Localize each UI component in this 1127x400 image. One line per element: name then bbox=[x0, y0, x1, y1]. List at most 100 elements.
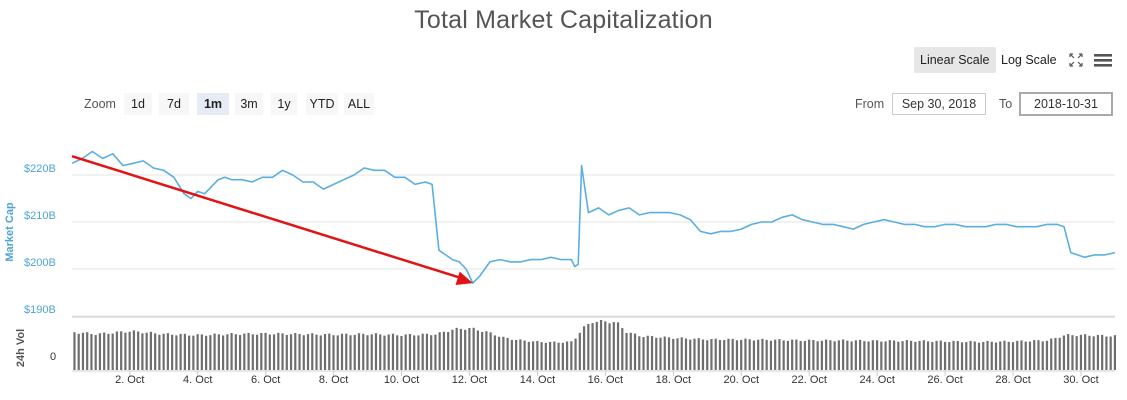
volume-bar bbox=[162, 333, 165, 370]
x-tick-label: 10. Oct bbox=[384, 374, 419, 386]
hamburger-menu-icon[interactable] bbox=[1094, 52, 1112, 68]
volume-bar bbox=[765, 339, 768, 370]
volume-bar bbox=[226, 334, 229, 370]
volume-bar bbox=[761, 338, 764, 370]
volume-bar bbox=[289, 334, 293, 370]
volume-bar bbox=[842, 339, 845, 370]
volume-bar bbox=[319, 335, 322, 370]
volume-bar bbox=[561, 342, 564, 370]
expand-icon[interactable] bbox=[1068, 52, 1084, 68]
volume-bar bbox=[693, 338, 696, 370]
y-tick-label: $190B bbox=[24, 304, 56, 316]
volume-bar bbox=[548, 341, 552, 370]
volume-bar bbox=[294, 332, 297, 370]
volume-bar bbox=[901, 341, 904, 370]
zoom-button-1y[interactable]: 1y bbox=[271, 93, 297, 115]
volume-bar bbox=[1084, 334, 1087, 370]
zoom-button-7d[interactable]: 7d bbox=[159, 93, 189, 115]
volume-bar bbox=[706, 340, 709, 370]
volume-bar bbox=[905, 340, 908, 370]
volume-bar bbox=[442, 331, 446, 370]
volume-bar bbox=[570, 341, 573, 370]
volume-bar bbox=[536, 340, 539, 370]
volume-bar bbox=[540, 342, 543, 370]
zoom-button-ytd[interactable]: YTD bbox=[306, 93, 338, 115]
volume-bar bbox=[234, 334, 237, 370]
volume-bar bbox=[451, 329, 454, 370]
zoom-button-all[interactable]: ALL bbox=[344, 93, 374, 115]
volume-bar bbox=[1075, 336, 1078, 370]
volume-bar bbox=[323, 333, 327, 370]
volume-bar bbox=[171, 334, 174, 370]
to-label: To bbox=[999, 97, 1013, 111]
volume-bar bbox=[302, 335, 305, 370]
zoom-button-3m[interactable]: 3m bbox=[235, 93, 263, 115]
volume-bar bbox=[268, 334, 271, 370]
volume-bar bbox=[808, 339, 811, 370]
volume-bar bbox=[107, 333, 110, 370]
volume-bar bbox=[1096, 334, 1100, 370]
volume-bar bbox=[519, 339, 522, 370]
volume-bar bbox=[591, 323, 594, 370]
volume-bar bbox=[714, 338, 717, 370]
volume-bar bbox=[340, 333, 344, 370]
x-tick-label: 4. Oct bbox=[183, 374, 212, 386]
volume-bar bbox=[880, 341, 883, 370]
volume-bar bbox=[132, 330, 136, 370]
volume-bar bbox=[795, 339, 798, 370]
volume-bar bbox=[948, 342, 951, 370]
volume-bar bbox=[264, 332, 267, 370]
volume-bar bbox=[935, 340, 938, 370]
x-tick-label: 2. Oct bbox=[115, 374, 144, 386]
x-tick-label: 16. Oct bbox=[588, 374, 623, 386]
volume-bar bbox=[493, 335, 496, 370]
volume-bar bbox=[73, 332, 76, 370]
volume-bar bbox=[1071, 335, 1074, 370]
volume-bar bbox=[523, 340, 526, 370]
volume-bar bbox=[659, 337, 662, 370]
volume-bar bbox=[120, 331, 123, 370]
volume-bar bbox=[179, 333, 182, 370]
volume-bar bbox=[408, 333, 412, 370]
volume-bar bbox=[646, 335, 649, 370]
from-label: From bbox=[855, 97, 885, 111]
volume-bar bbox=[582, 326, 586, 370]
volume-bar bbox=[243, 333, 246, 370]
volume-bars bbox=[73, 320, 1117, 370]
annotation-arrow-head bbox=[455, 271, 473, 285]
y-tick-label: $220B bbox=[24, 163, 56, 175]
volume-bar bbox=[315, 334, 318, 370]
zoom-label: Zoom bbox=[84, 97, 116, 111]
volume-bar bbox=[791, 339, 794, 370]
zoom-button-1d[interactable]: 1d bbox=[124, 93, 152, 115]
linear-scale-button[interactable]: Linear Scale bbox=[914, 47, 996, 73]
volume-bar bbox=[485, 331, 488, 370]
x-tick-label: 22. Oct bbox=[792, 374, 827, 386]
volume-bar bbox=[353, 334, 356, 370]
x-tick-label: 20. Oct bbox=[724, 374, 759, 386]
volume-bar bbox=[510, 339, 513, 370]
volume-bar bbox=[892, 340, 896, 370]
volume-bar bbox=[332, 335, 335, 370]
from-date-input[interactable]: Sep 30, 2018 bbox=[892, 93, 986, 115]
volume-bar bbox=[1079, 334, 1083, 370]
volume-bar bbox=[1011, 342, 1015, 370]
zoom-button-1m[interactable]: 1m bbox=[197, 93, 229, 115]
volume-bar bbox=[982, 341, 985, 370]
volume-bar bbox=[217, 334, 220, 370]
volume-bar bbox=[124, 332, 127, 370]
volume-bar bbox=[684, 338, 688, 370]
volume-bar bbox=[871, 340, 874, 370]
volume-bar bbox=[154, 333, 157, 370]
volume-bar bbox=[875, 340, 879, 370]
to-date-input[interactable]: 2018-10-31 bbox=[1019, 92, 1113, 116]
volume-bar bbox=[769, 340, 773, 370]
volume-bar bbox=[740, 339, 743, 370]
volume-bar bbox=[1062, 335, 1066, 370]
volume-bar bbox=[111, 333, 114, 370]
log-scale-button[interactable]: Log Scale bbox=[1001, 53, 1057, 67]
volume-bar bbox=[277, 332, 280, 370]
volume-bar bbox=[1067, 334, 1070, 370]
volume-bar bbox=[272, 334, 276, 370]
volume-bar bbox=[553, 341, 556, 370]
